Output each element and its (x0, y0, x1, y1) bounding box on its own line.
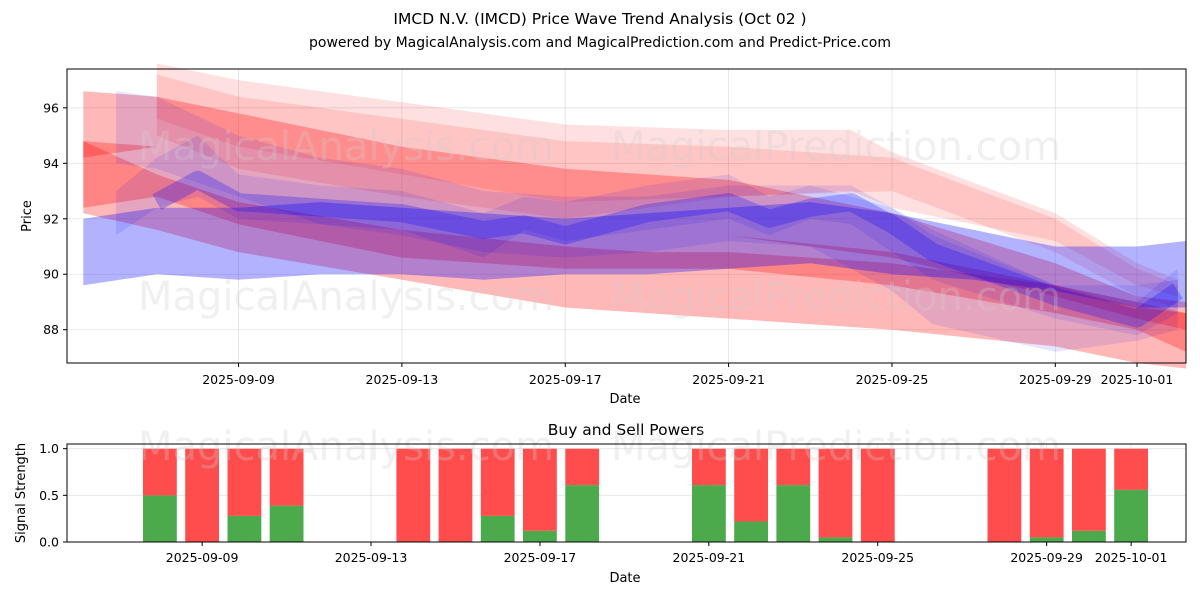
buy-bar (1072, 530, 1106, 542)
sell-bar (1029, 448, 1064, 538)
sell-bar (1114, 448, 1148, 490)
buy-sell-x-tick-label: 2025-09-13 (335, 550, 408, 565)
sell-bar (734, 448, 768, 522)
price-y-tick-label: 88 (43, 322, 59, 337)
buy-bar (143, 495, 177, 542)
price-y-ticks: 88 90 92 94 96 (43, 100, 67, 337)
price-gridlines (67, 69, 1186, 363)
watermark-prediction-lower: MagicalPrediction.com (611, 274, 1061, 320)
price-x-ticks: 2025-09-09 2025-09-13 2025-09-17 2025-09-21… (202, 363, 1173, 387)
buy-sell-x-tick-label: 2025-09-17 (504, 550, 577, 565)
sell-bar (480, 448, 515, 516)
watermark-analysis-lower: MagicalAnalysis.com (138, 274, 554, 320)
sell-bar (185, 448, 219, 542)
price-plot-area (67, 69, 1186, 363)
buy-sell-y-ticks: 0.0 0.5 1.0 (39, 441, 67, 550)
sell-bar (860, 448, 895, 542)
price-y-tick-label: 94 (43, 156, 59, 171)
price-x-tick-label: 2025-09-29 (1019, 372, 1092, 387)
buy-bar (227, 515, 262, 542)
price-x-tick-label: 2025-09-13 (366, 372, 439, 387)
sell-bar (269, 448, 304, 506)
price-x-tick-label: 2025-09-09 (202, 372, 275, 387)
sell-bar (565, 448, 600, 486)
buy-sell-x-tick-label: 2025-09-09 (166, 550, 239, 565)
price-y-tick-label: 96 (43, 100, 59, 115)
buy-bar (565, 485, 600, 542)
buy-bar (734, 521, 768, 542)
buy-sell-x-tick-label: 2025-09-29 (1010, 550, 1083, 565)
price-band-blue-5 (83, 202, 1186, 308)
buy-sell-x-tick-label: 2025-09-25 (841, 550, 914, 565)
price-band-blue-7 (116, 135, 1178, 336)
sell-bar (143, 448, 177, 496)
price-plot-frame (66, 68, 1187, 364)
price-x-axis-title: Date (609, 392, 640, 407)
buy-bar (818, 537, 853, 542)
buy-sell-y-axis-title: Signal Strength (14, 443, 29, 543)
price-x-tick-label: 2025-10-01 (1101, 372, 1174, 387)
watermark-analysis-bottom: MagicalAnalysis.com (138, 424, 554, 470)
price-x-tick-label: 2025-09-21 (692, 372, 765, 387)
price-y-tick-label: 90 (43, 267, 59, 282)
buy-sell-x-axis-title: Date (609, 571, 640, 586)
price-y-axis-title: Price (20, 200, 35, 232)
buy-sell-bars (143, 448, 1148, 542)
price-band-blue-6 (116, 91, 1178, 352)
watermark-analysis: MagicalAnalysis.com (138, 124, 554, 170)
chart-subtitle: powered by MagicalAnalysis.com and Magic… (309, 35, 891, 51)
price-x-tick-label: 2025-09-25 (856, 372, 929, 387)
buy-sell-panel: Buy and Sell Powers MagicalAnalysis.com … (14, 421, 1187, 586)
watermark-prediction-bottom: MagicalPrediction.com (611, 424, 1061, 470)
sell-bar (227, 448, 262, 516)
price-band-red-4 (83, 141, 1186, 369)
sell-bar (523, 448, 557, 531)
buy-bar (1114, 489, 1148, 542)
buy-bar (480, 515, 515, 542)
sell-bar (1072, 448, 1106, 531)
chart-title: IMCD N.V. (IMCD) Price Wave Trend Analys… (393, 10, 806, 28)
buy-sell-x-ticks: 2025-09-09 2025-09-13 2025-09-17 2025-09-21… (166, 542, 1168, 565)
buy-bar (1029, 537, 1064, 542)
sell-bar (987, 448, 1022, 542)
buy-bar (692, 485, 726, 542)
price-x-tick-label: 2025-09-17 (529, 372, 602, 387)
buy-sell-x-tick-label: 2025-09-21 (673, 550, 746, 565)
buy-sell-y-tick-label: 0.5 (39, 488, 59, 503)
price-band-red-0 (156, 63, 1178, 297)
sell-bar (438, 448, 473, 542)
price-line-blue-0 (152, 170, 1183, 328)
buy-sell-title: Buy and Sell Powers (548, 421, 705, 439)
watermark-prediction: MagicalPrediction.com (611, 124, 1061, 170)
price-wave-panel: MagicalAnalysis.com MagicalPrediction.co… (20, 63, 1187, 407)
price-bands (83, 63, 1186, 369)
buy-sell-plot-frame (66, 443, 1187, 543)
buy-sell-x-tick-label: 2025-10-01 (1095, 550, 1168, 565)
price-band-red-2 (83, 91, 1186, 330)
sell-bar (776, 448, 811, 486)
price-y-tick-label: 92 (43, 211, 59, 226)
sell-bar (818, 448, 853, 538)
buy-bar (269, 505, 304, 542)
price-band-red-1 (156, 74, 1178, 308)
price-band-red-3 (83, 141, 1186, 352)
buy-bar (523, 530, 557, 542)
buy-bar (776, 485, 811, 542)
sell-bar (692, 448, 726, 486)
buy-sell-y-tick-label: 0.0 (39, 535, 59, 550)
buy-sell-y-tick-label: 1.0 (39, 441, 59, 456)
sell-bar (396, 448, 431, 542)
